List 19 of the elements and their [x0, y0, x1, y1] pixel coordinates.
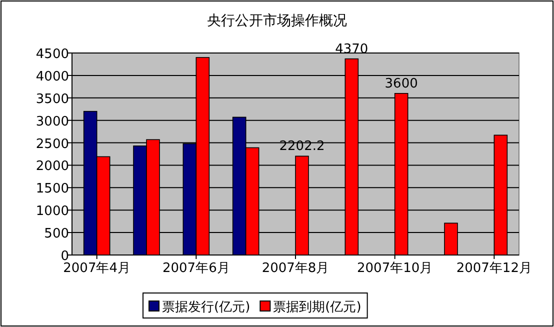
data-label: 2202.2 [279, 139, 325, 154]
x-tick-label: 2007年6月 [162, 261, 230, 276]
data-label: 3600 [384, 76, 418, 92]
x-tick-label: 2007年8月 [262, 261, 330, 276]
y-tick-label: 2500 [36, 136, 69, 152]
x-tick-label: 2007年12月 [456, 261, 532, 276]
y-tick-label: 2000 [36, 159, 69, 174]
x-tick-label: 2007年4月 [63, 261, 131, 276]
legend-label: 票据发行(亿元) [162, 300, 250, 315]
y-tick-label: 3500 [36, 92, 69, 107]
y-tick-label: 1000 [36, 204, 69, 220]
y-tick-label: 4000 [36, 69, 69, 84]
y-tick-label: 4500 [36, 47, 69, 62]
y-tick-label: 1500 [36, 182, 69, 197]
legend-label: 票据到期(亿元) [273, 300, 362, 315]
x-tick-label: 2007年10月 [357, 261, 433, 276]
y-tick-label: 3000 [36, 114, 69, 130]
y-tick-label: 500 [44, 226, 69, 242]
chart-title: 央行公开市场操作概况 [207, 13, 347, 29]
